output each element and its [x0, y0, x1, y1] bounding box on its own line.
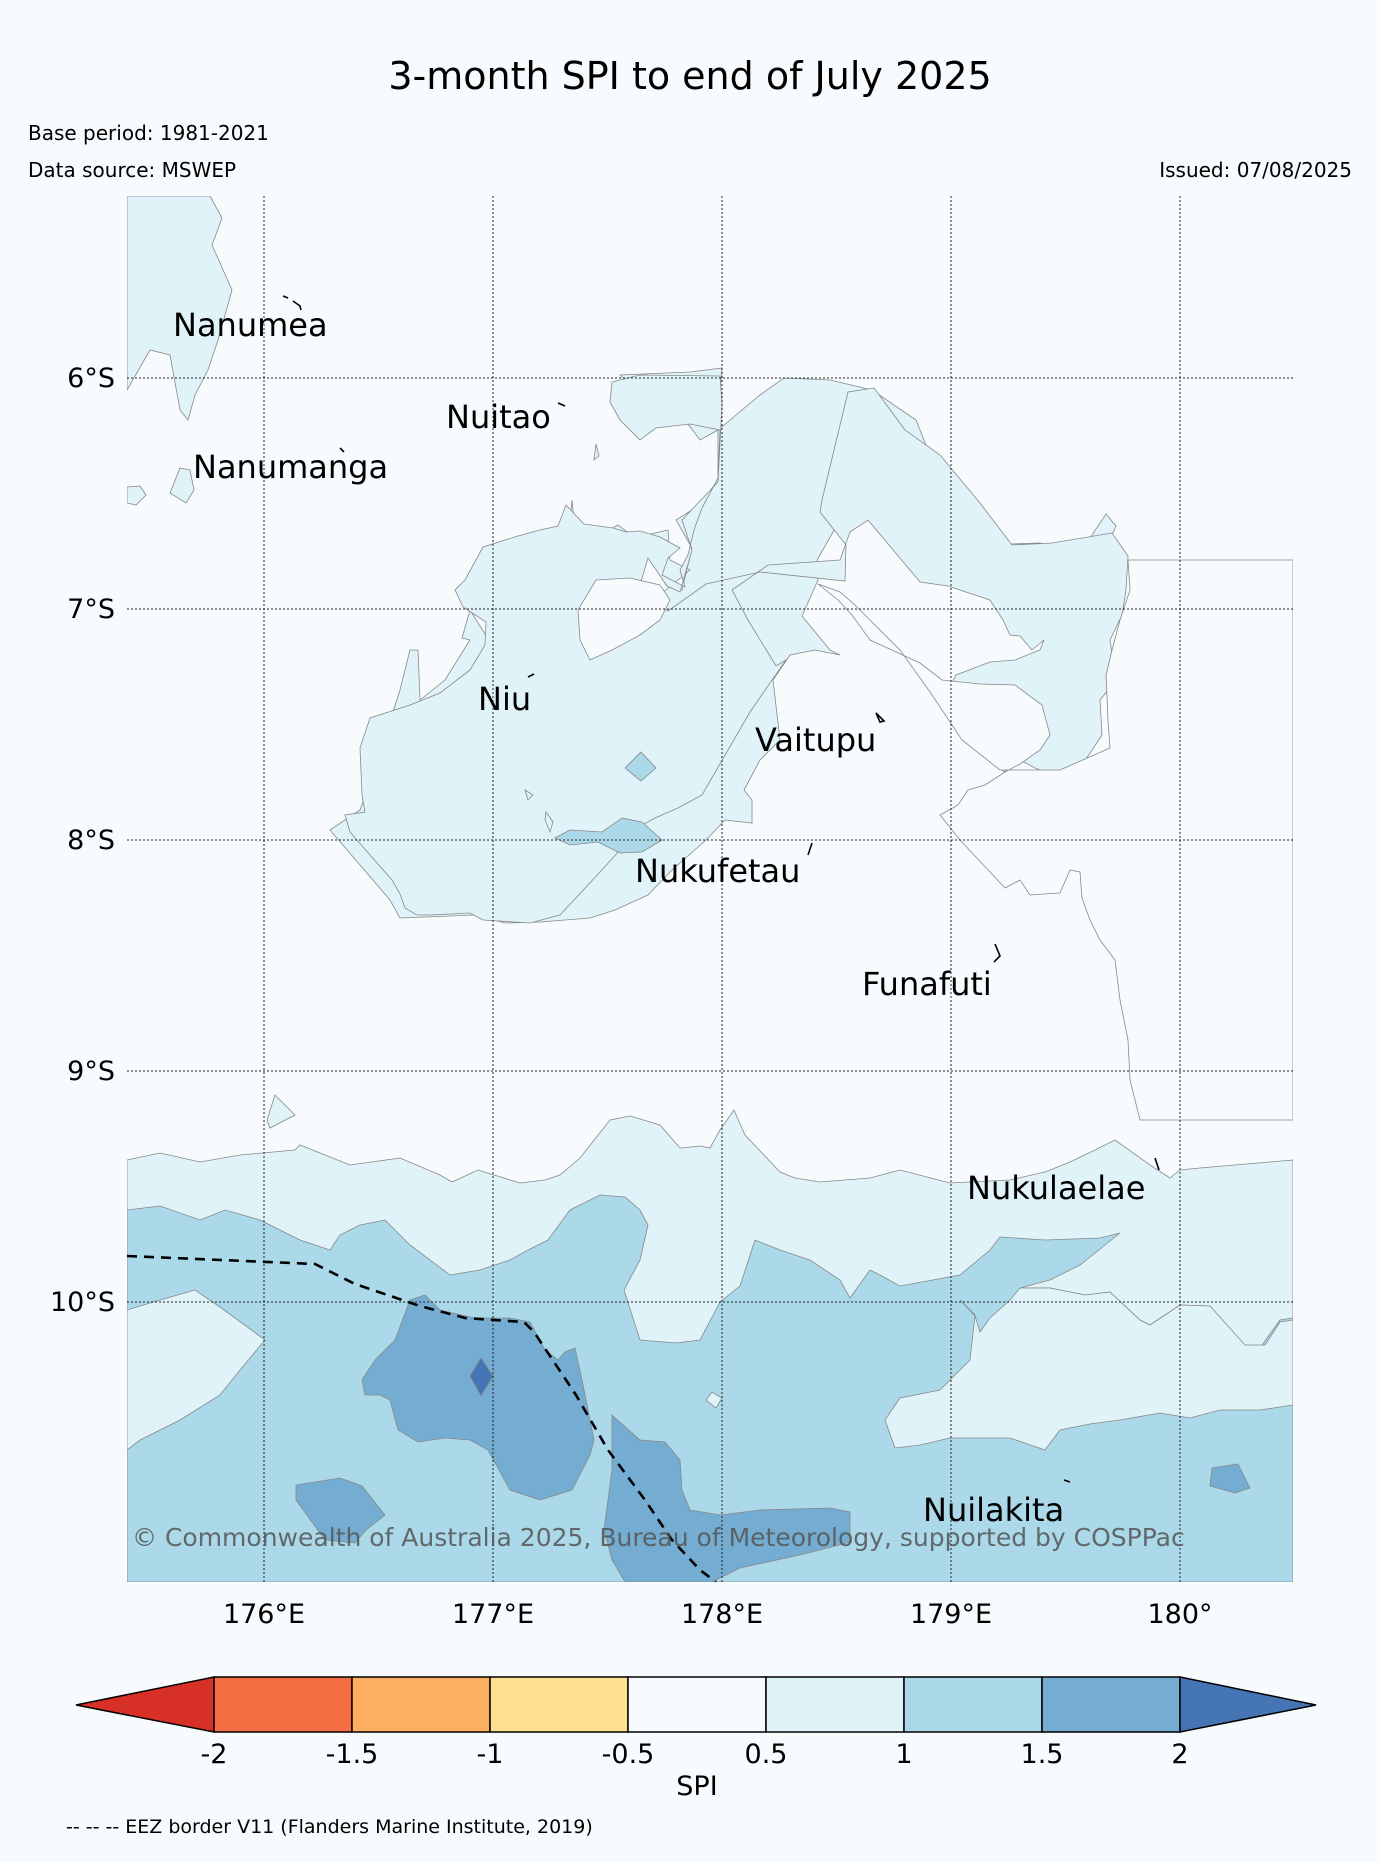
lat-label-8s: 8°S — [67, 825, 115, 856]
colorbar-tick: 1.5 — [1021, 1739, 1064, 1770]
contour-gt2 — [469, 1357, 494, 1397]
lon-label-180: 180° — [1147, 1599, 1212, 1630]
colorbar-swatch-7 — [1041, 1676, 1181, 1733]
colorbar-tick: -1.5 — [326, 1739, 379, 1770]
lon-label-177e: 177°E — [452, 1599, 534, 1630]
place-label-nukulaelae: Nukulaelae — [967, 1169, 1145, 1207]
place-label-funafuti: Funafuti — [862, 965, 992, 1003]
island-shapes — [282, 295, 1160, 1483]
place-label-nanumanga: Nanumanga — [193, 448, 388, 486]
colorbar-swatch-5 — [765, 1676, 905, 1733]
lon-label-178e: 178°E — [681, 1599, 763, 1630]
lon-label-179e: 179°E — [910, 1599, 992, 1630]
lat-label-7s: 7°S — [67, 594, 115, 625]
lat-label-6s: 6°S — [67, 363, 115, 394]
colorbar-swatch-3 — [489, 1676, 629, 1733]
place-label-nuitao: Nuitao — [446, 398, 551, 436]
colorbar-tick: -2 — [201, 1739, 228, 1770]
colorbar-swatch-lt-2 — [75, 1676, 215, 1733]
hole-north — [577, 577, 671, 661]
colorbar-swatch-gt-2 — [1179, 1676, 1317, 1733]
colorbar-swatch-2 — [351, 1676, 491, 1733]
colorbar-swatch-1 — [213, 1676, 353, 1733]
colorbar-tick: 2 — [1171, 1739, 1188, 1770]
colorbar-tick: 0.5 — [745, 1739, 788, 1770]
place-label-nukufetau: Nukufetau — [635, 852, 800, 890]
contour-0.5-1-nw — [127, 196, 233, 421]
place-label-nanumea: Nanumea — [173, 306, 328, 344]
gridlines — [127, 196, 1293, 1582]
map-title: 3-month SPI to end of July 2025 — [388, 54, 992, 98]
data-source: Data source: MSWEP — [28, 158, 237, 182]
eez-footnote: -- -- -- EEZ border V11 (Flanders Marine… — [66, 1816, 593, 1838]
place-label-vaitupu: Vaitupu — [755, 721, 876, 759]
colorbar-swatch-6 — [903, 1676, 1043, 1733]
colorbar-ticks: -2 -1.5 -1 -0.5 0.5 1 1.5 2 — [201, 1739, 1189, 1770]
copyright-notice: © Commonwealth of Australia 2025, Bureau… — [132, 1523, 1185, 1552]
base-period: Base period: 1981-2021 — [28, 121, 269, 145]
colorbar-swatch-4 — [627, 1676, 767, 1733]
lat-label-9s: 9°S — [67, 1056, 115, 1087]
issued-date: Issued: 07/08/2025 — [1159, 158, 1352, 182]
place-label-niu: Niu — [478, 680, 531, 718]
contour-1.5-2 — [361, 1294, 595, 1501]
spi-contours — [127, 196, 1293, 1582]
colorbar-title: SPI — [676, 1771, 717, 1802]
lon-label-176e: 176°E — [223, 1599, 305, 1630]
colorbar-tick: -1 — [477, 1739, 504, 1770]
colorbar-tick: 1 — [895, 1739, 912, 1770]
lat-label-10s: 10°S — [50, 1287, 115, 1318]
eez-border — [127, 1254, 717, 1582]
place-label-nuilakita: Nuilakita — [923, 1491, 1064, 1529]
colorbar-tick: -0.5 — [602, 1739, 655, 1770]
colorbar — [75, 1676, 1317, 1733]
